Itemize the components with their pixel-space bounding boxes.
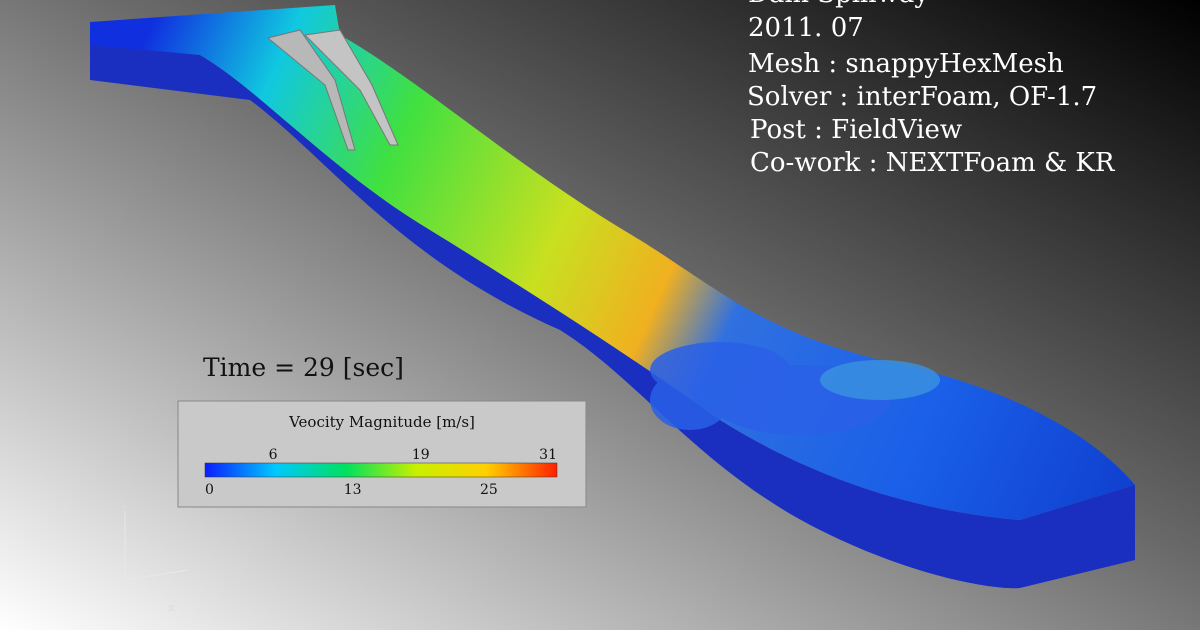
- colorbar-ticks: 0 6 13 19 25 31: [205, 447, 557, 498]
- info-line: Mesh : snappyHexMesh: [748, 49, 1064, 79]
- axes-triad: zx: [121, 502, 189, 614]
- colorbar-title: Veocity Magnitude [m/s]: [288, 413, 475, 431]
- colorbar-tick-label: 31: [539, 447, 557, 463]
- gate-pier: [266, 29, 356, 151]
- date: 2011. 07: [748, 13, 864, 43]
- title: Dam Spillway: [748, 0, 929, 9]
- time-label: Time = 29 [sec]: [203, 353, 404, 382]
- colorbar-tick-label: 6: [269, 447, 278, 463]
- legend-box: [177, 400, 587, 508]
- foam: [650, 342, 940, 435]
- colorbar-tick-label: 13: [344, 482, 362, 498]
- spillway-side: [90, 22, 1135, 589]
- info-line: Solver : interFoam, OF-1.7: [747, 82, 1097, 112]
- colorbar-tick-label: 0: [205, 482, 214, 498]
- colorbar-tick-label: 25: [480, 482, 498, 498]
- axis-label: z: [121, 502, 127, 515]
- info-line: Co-work : NEXTFoam & KR: [750, 148, 1116, 178]
- info-line: Post : FieldView: [750, 115, 962, 145]
- gate-pier: [303, 29, 399, 146]
- colorbar-tick-label: 19: [412, 447, 430, 463]
- colorbar: [204, 462, 558, 478]
- axis-label: x: [168, 601, 175, 614]
